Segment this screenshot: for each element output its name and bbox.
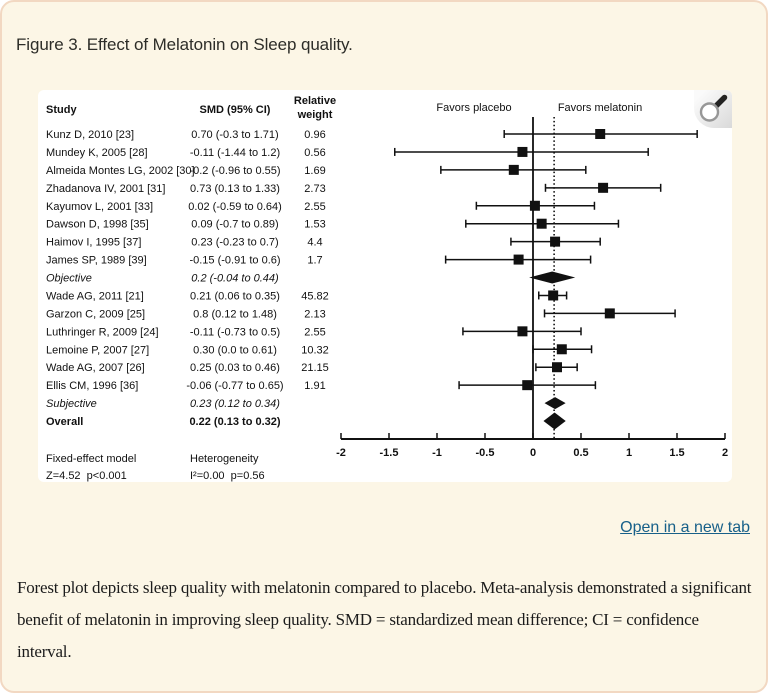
model-stats: Z=4.52 p<0.001 — [46, 470, 127, 482]
favors-melatonin-label: Favors melatonin — [558, 102, 642, 114]
smd-ci-value: 0.21 (0.06 to 0.35) — [190, 290, 280, 302]
smd-ci-value: 0.2 (-0.04 to 0.44) — [191, 273, 279, 285]
x-axis-tick-label: -1 — [432, 447, 442, 459]
smd-marker — [522, 380, 533, 391]
pooled-diamond — [529, 271, 576, 284]
weight-value: 21.15 — [301, 362, 329, 374]
study-label: Wade AG, 2011 [21] — [46, 290, 144, 302]
smd-marker — [595, 129, 606, 139]
smd-ci-value: 0.25 (0.03 to 0.46) — [190, 362, 280, 374]
x-axis-tick-label: 2 — [722, 447, 728, 459]
study-label: Haimov I, 1995 [37] — [46, 237, 141, 249]
weight-value: 1.53 — [304, 219, 325, 231]
weight-value: 2.13 — [304, 308, 325, 320]
weight-value: 4.4 — [307, 237, 322, 249]
weight-value: 1.91 — [304, 380, 325, 392]
smd-marker — [536, 218, 547, 229]
pooled-diamond — [544, 397, 566, 410]
pooled-diamond — [543, 412, 566, 430]
open-in-new-tab-link[interactable]: Open in a new tab — [620, 519, 750, 536]
x-axis-tick-label: 1 — [626, 447, 632, 459]
study-label: James SP, 1989 [39] — [46, 255, 147, 267]
smd-ci-value: 0.8 (0.12 to 1.48) — [193, 308, 277, 320]
weight-value: 10.32 — [301, 344, 329, 356]
weight-value: 1.7 — [307, 255, 322, 267]
magnifier-icon — [699, 94, 728, 122]
x-axis-tick-label: -2 — [336, 447, 346, 459]
smd-ci-value: -0.15 (-0.91 to 0.6) — [189, 255, 280, 267]
forest-plot-panel: Study SMD (95% CI) Relative weight Favors pl… — [38, 90, 732, 482]
study-label: Ellis CM, 1996 [36] — [46, 380, 138, 392]
weight-value: 2.55 — [304, 201, 325, 213]
col-header-study: Study — [46, 104, 77, 116]
smd-marker — [517, 326, 528, 337]
smd-marker — [508, 164, 519, 175]
col-header-weight-line2: weight — [297, 109, 333, 121]
weight-value: 2.73 — [304, 183, 325, 195]
smd-ci-value: -0.06 (-0.77 to 0.65) — [186, 380, 283, 392]
smd-ci-value: -0.11 (-1.44 to 1.2) — [190, 147, 280, 159]
smd-ci-value: -0.2 (-0.96 to 0.55) — [189, 165, 280, 177]
figure-caption: Forest plot depicts sleep quality with m… — [17, 578, 752, 661]
weight-value: 0.96 — [304, 129, 325, 141]
weight-value: 0.56 — [304, 147, 325, 159]
smd-marker — [548, 290, 559, 301]
study-label: Wade AG, 2007 [26] — [46, 362, 145, 374]
study-label: Kayumov L, 2001 [33] — [46, 201, 153, 213]
study-label: Luthringer R, 2009 [24] — [46, 326, 159, 338]
smd-marker — [517, 146, 528, 157]
smd-marker — [513, 254, 524, 265]
x-axis-tick-label: -0.5 — [476, 447, 495, 459]
smd-marker — [604, 308, 615, 319]
study-label: Dawson D, 1998 [35] — [46, 219, 149, 231]
weight-value: 1.69 — [304, 165, 325, 177]
study-label: Almeida Montes LG, 2002 [30] — [46, 165, 195, 177]
favors-placebo-label: Favors placebo — [436, 102, 511, 114]
study-label: Kunz D, 2010 [23] — [46, 129, 134, 141]
smd-ci-value: -0.11 (-0.73 to 0.5) — [190, 326, 280, 338]
smd-ci-value: 0.70 (-0.3 to 1.71) — [191, 129, 278, 141]
smd-marker — [552, 362, 562, 373]
study-label: Zhadanova IV, 2001 [31] — [46, 183, 165, 195]
col-header-weight-line1: Relative — [294, 95, 336, 107]
heterogeneity-label: Heterogeneity — [190, 453, 259, 465]
model-label: Fixed-effect model — [46, 453, 136, 465]
weight-value: 2.55 — [304, 326, 325, 338]
smd-ci-value: 0.23 (-0.23 to 0.7) — [191, 237, 278, 249]
smd-marker — [529, 200, 540, 211]
x-axis-tick-label: 0.5 — [573, 447, 588, 459]
study-label: Mundey K, 2005 [28] — [46, 147, 148, 159]
study-label: Lemoine P, 2007 [27] — [46, 344, 149, 356]
smd-ci-value: 0.73 (0.13 to 1.33) — [190, 183, 280, 195]
heterogeneity-stats: I²=0.00 p=0.56 — [190, 470, 265, 482]
smd-ci-value: 0.23 (0.12 to 0.34) — [190, 398, 280, 410]
col-header-smd: SMD (95% CI) — [200, 104, 271, 116]
study-label: Objective — [46, 273, 92, 285]
x-axis-tick-label: -1.5 — [380, 447, 399, 459]
smd-ci-value: 0.30 (0.0 to 0.61) — [193, 344, 277, 356]
smd-marker — [550, 236, 561, 247]
study-label: Overall — [46, 416, 83, 428]
smd-ci-value: 0.02 (-0.59 to 0.64) — [188, 201, 282, 213]
smd-ci-value: 0.09 (-0.7 to 0.89) — [191, 219, 278, 231]
x-axis-tick-label: 0 — [530, 447, 536, 459]
smd-marker — [556, 344, 567, 355]
x-axis-tick-label: 1.5 — [669, 447, 684, 459]
smd-marker — [598, 182, 609, 193]
forest-plot-svg: Study SMD (95% CI) Relative weight Favors pl… — [46, 95, 728, 482]
study-label: Garzon C, 2009 [25] — [46, 308, 145, 320]
smd-ci-value: 0.22 (0.13 to 0.32) — [189, 416, 280, 428]
study-label: Subjective — [46, 398, 97, 410]
weight-value: 45.82 — [301, 290, 329, 302]
zoom-button[interactable] — [694, 90, 732, 128]
figure-title: Figure 3. Effect of Melatonin on Sleep q… — [16, 35, 353, 54]
